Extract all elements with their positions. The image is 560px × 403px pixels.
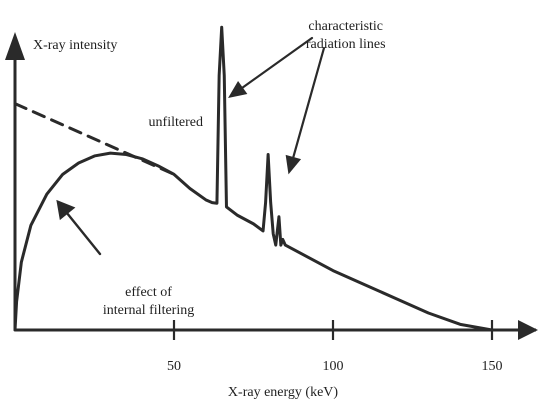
series-line-1	[13, 102, 176, 176]
annotation-2: effect of internal filtering	[103, 285, 194, 318]
x-axis-arrowhead	[518, 320, 538, 340]
x-axis-label: X-ray energy (keV)	[228, 385, 338, 400]
characteristic-arrow-1-head	[228, 80, 248, 98]
x-tick-label-50: 50	[167, 359, 181, 374]
annotation-1: characteristic radiation lines	[306, 19, 386, 52]
x-tick-label-150: 150	[482, 359, 503, 374]
x-tick-label-100: 100	[323, 359, 344, 374]
filtering-arrow-shaft	[66, 212, 102, 256]
characteristic-arrow-1-shaft	[241, 36, 314, 89]
annotation-0: unfiltered	[149, 115, 203, 130]
series-line-0	[13, 25, 494, 332]
filtering-arrow-head	[56, 199, 76, 221]
characteristic-arrow-2-shaft	[292, 46, 326, 159]
y-axis-label: X-ray intensity	[33, 38, 117, 53]
characteristic-arrow-2-head	[285, 154, 302, 175]
y-axis-arrowhead	[5, 32, 25, 60]
